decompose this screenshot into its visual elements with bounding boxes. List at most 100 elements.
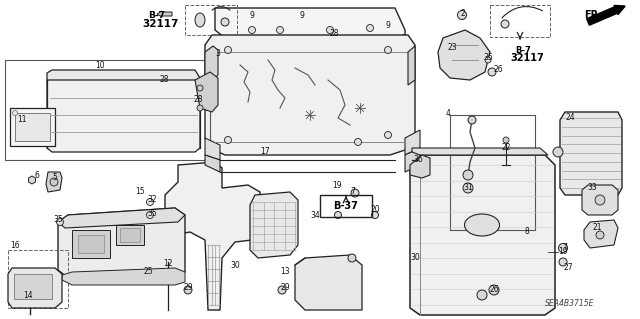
Circle shape [348,254,356,262]
Circle shape [184,286,192,294]
Circle shape [248,26,255,33]
Polygon shape [58,208,185,278]
Text: 23: 23 [447,42,457,51]
Circle shape [385,47,392,54]
Text: 9: 9 [300,11,305,20]
Text: 26: 26 [489,286,499,294]
Polygon shape [195,72,218,112]
Circle shape [147,198,154,205]
Circle shape [501,20,509,28]
Circle shape [371,211,378,219]
Polygon shape [215,8,405,38]
Polygon shape [165,162,260,310]
Ellipse shape [195,13,205,27]
Text: 25: 25 [143,268,153,277]
Circle shape [13,110,17,115]
Circle shape [596,231,604,239]
Circle shape [485,57,491,63]
Polygon shape [295,255,362,310]
Text: 12: 12 [163,258,173,268]
Text: 32117: 32117 [510,53,544,63]
Polygon shape [405,148,420,172]
Bar [185,5,237,35]
Text: 5: 5 [52,174,58,182]
Text: 19: 19 [332,181,342,189]
Bar [10,108,55,146]
Text: 34: 34 [310,211,320,219]
Text: 8: 8 [525,227,529,236]
Polygon shape [405,130,420,155]
Polygon shape [205,46,218,80]
Circle shape [225,137,232,144]
Text: 9: 9 [250,11,255,20]
Circle shape [503,137,509,143]
Text: 32: 32 [147,196,157,204]
Polygon shape [8,268,62,308]
Text: 21: 21 [592,224,602,233]
Text: 35: 35 [483,54,493,63]
Circle shape [488,68,496,76]
Text: 15: 15 [135,188,145,197]
Text: B-7: B-7 [515,46,531,55]
Circle shape [221,18,229,26]
Text: 7: 7 [563,243,568,253]
Polygon shape [582,185,618,215]
Circle shape [463,170,473,180]
Text: 28: 28 [329,28,339,38]
Circle shape [276,26,284,33]
Polygon shape [584,220,618,248]
Text: 14: 14 [23,291,33,300]
Bar [72,230,110,258]
Polygon shape [438,30,490,80]
Circle shape [367,25,374,32]
Text: 16: 16 [10,241,20,249]
Text: FR.: FR. [584,10,602,20]
Bar [120,228,140,242]
Text: 29: 29 [280,284,290,293]
Polygon shape [410,155,555,315]
Text: 4: 4 [445,108,451,117]
Text: 35: 35 [53,216,63,225]
Circle shape [50,178,58,186]
Bar [8,250,68,308]
Bar [320,195,372,217]
Circle shape [595,195,605,205]
Circle shape [326,26,333,33]
Bar [116,225,144,245]
Text: 28: 28 [159,76,169,85]
Circle shape [468,116,476,124]
Circle shape [559,243,568,253]
Circle shape [147,211,154,219]
Circle shape [385,131,392,138]
Circle shape [553,147,563,157]
Bar [5,60,210,160]
Polygon shape [250,192,298,258]
Text: 28: 28 [193,95,203,105]
Polygon shape [410,155,430,178]
Text: 22: 22 [501,143,511,152]
Bar [490,5,550,37]
Bar [14,274,52,299]
Circle shape [559,258,567,266]
Text: 33: 33 [587,183,597,192]
Text: 2: 2 [461,9,465,18]
Polygon shape [29,176,35,184]
FancyArrow shape [587,5,625,25]
Text: 20: 20 [370,205,380,214]
Text: 9: 9 [385,21,390,31]
Text: 29: 29 [183,284,193,293]
Polygon shape [58,208,185,228]
Circle shape [477,290,487,300]
Text: 32117: 32117 [142,19,179,29]
Text: 10: 10 [95,61,105,70]
Circle shape [56,219,63,226]
FancyArrow shape [157,11,172,17]
Polygon shape [46,172,62,192]
Circle shape [335,211,342,219]
Text: 30: 30 [410,254,420,263]
Circle shape [463,183,473,193]
Text: 19: 19 [558,248,568,256]
Bar [15,113,50,141]
Polygon shape [560,112,622,195]
Text: 35: 35 [147,209,157,218]
